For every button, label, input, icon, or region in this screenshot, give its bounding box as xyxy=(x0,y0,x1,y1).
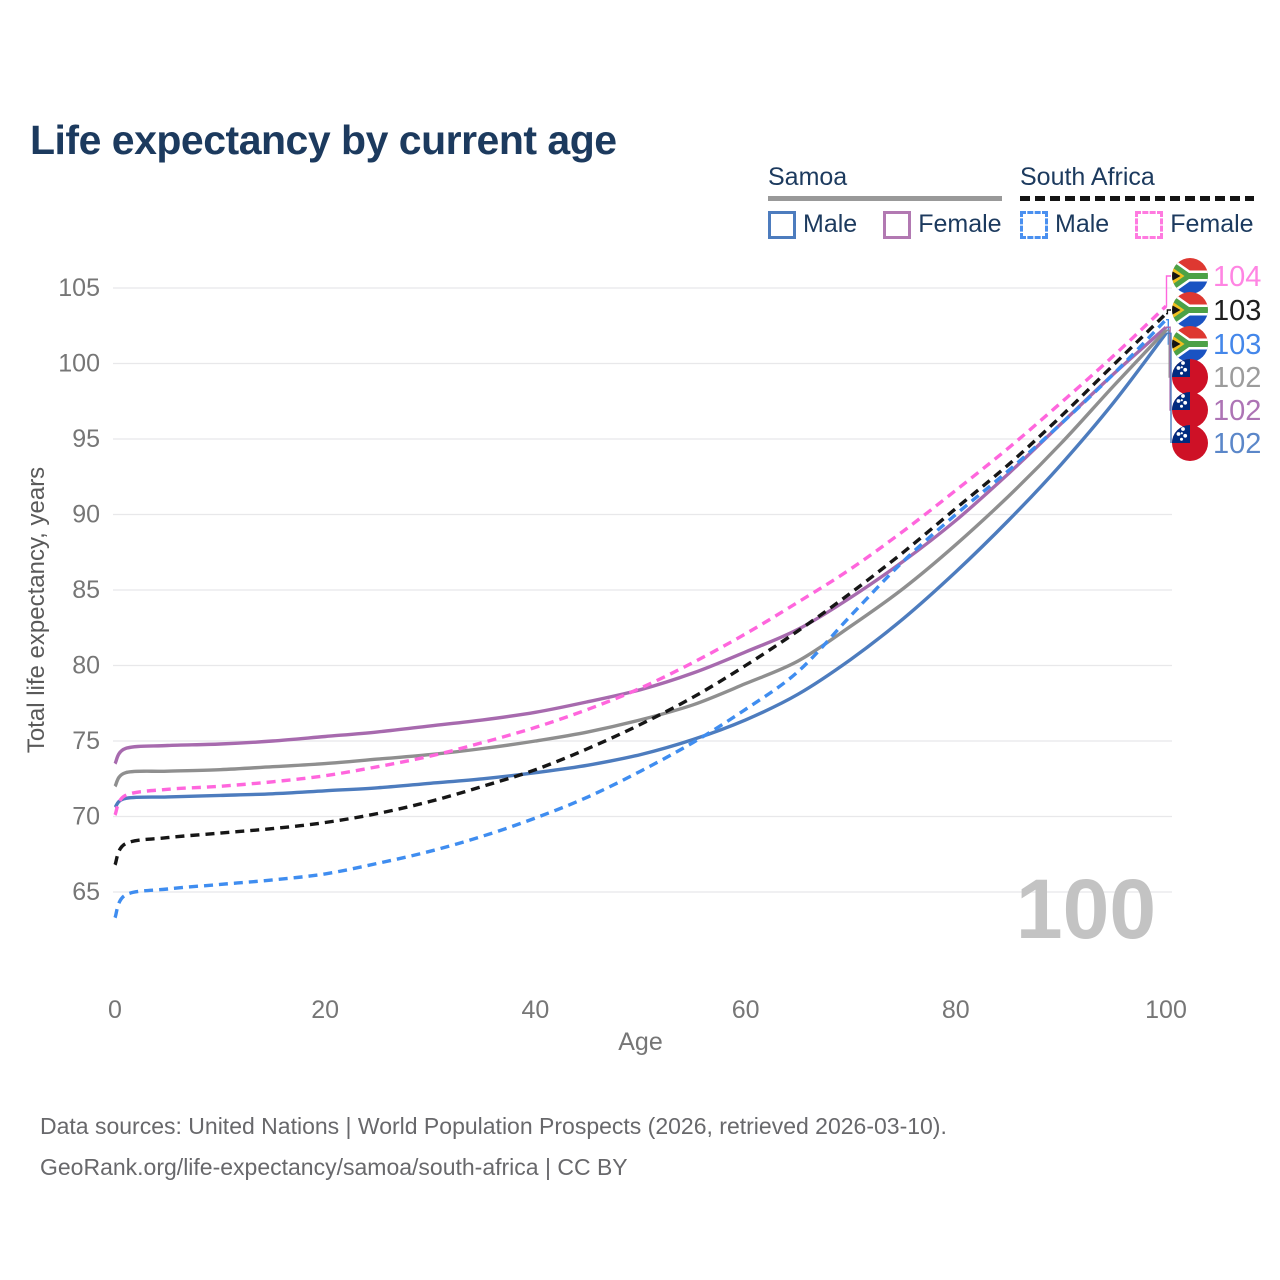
end-connector-sa-female xyxy=(1165,275,1171,307)
data-sources-text: Data sources: United Nations | World Pop… xyxy=(40,1113,947,1139)
legend-country-south-africa: South Africa xyxy=(1020,163,1155,191)
series-line-sa-male[interactable] xyxy=(113,318,1168,919)
y-axis-label: Total life expectancy, years xyxy=(23,467,50,753)
legend-group-samoa: Samoa Male Female xyxy=(768,163,1002,239)
page-title: Life expectancy by current age xyxy=(30,117,617,164)
x-tick-100: 100 xyxy=(1145,996,1187,1024)
series-line-sa-both[interactable] xyxy=(113,312,1168,866)
end-label-sa-both: 103 xyxy=(1213,295,1261,327)
y-tick-80: 80 xyxy=(72,652,100,680)
flag-icon-samoa xyxy=(1172,392,1208,428)
end-label-samoa-both: 102 xyxy=(1213,362,1261,394)
legend-group-south-africa: South Africa Male Female xyxy=(1020,163,1254,239)
watermark-age: 100 xyxy=(1016,862,1156,956)
y-tick-95: 95 xyxy=(72,425,100,453)
y-tick-90: 90 xyxy=(72,501,100,529)
legend-toggle-samoa-male[interactable]: Male xyxy=(768,210,857,239)
checkbox-south-africa-female[interactable] xyxy=(1135,210,1164,239)
legend-label-south-africa-female: Female xyxy=(1170,210,1254,238)
x-axis-label: Age xyxy=(618,1028,662,1056)
flag-icon-samoa xyxy=(1172,359,1208,395)
y-tick-105: 105 xyxy=(58,274,100,302)
end-label-sa-male: 103 xyxy=(1213,329,1261,361)
samoa-line-style-swatch xyxy=(768,196,1002,201)
checkbox-samoa-female[interactable] xyxy=(883,210,912,239)
x-tick-60: 60 xyxy=(732,996,760,1024)
end-label-samoa-female: 102 xyxy=(1213,395,1261,427)
x-tick-40: 40 xyxy=(521,996,549,1024)
y-tick-100: 100 xyxy=(58,350,100,378)
end-connector-sa-both xyxy=(1166,309,1171,315)
legend-country-samoa: Samoa xyxy=(768,163,848,191)
footer: Data sources: United Nations | World Pop… xyxy=(40,1106,947,1188)
checkbox-south-africa-male[interactable] xyxy=(1020,210,1048,239)
x-tick-0: 0 xyxy=(108,996,122,1024)
flag-icon-south-africa xyxy=(1171,292,1209,328)
attribution-text: GeoRank.org/life-expectancy/samoa/south-… xyxy=(40,1154,628,1180)
end-connector-samoa-male xyxy=(1166,332,1172,443)
y-tick-65: 65 xyxy=(72,878,100,906)
checkbox-samoa-male[interactable] xyxy=(768,210,796,239)
flag-icon-south-africa xyxy=(1171,326,1209,362)
legend-toggle-south-africa-male[interactable]: Male xyxy=(1020,210,1109,239)
y-tick-70: 70 xyxy=(72,803,100,831)
legend-label-south-africa-male: Male xyxy=(1055,210,1110,238)
legend-toggle-samoa-female[interactable]: Female xyxy=(883,210,1002,239)
series-line-sa-female[interactable] xyxy=(113,304,1168,816)
flag-icon-samoa xyxy=(1172,425,1208,461)
end-label-samoa-male: 102 xyxy=(1213,428,1261,460)
end-label-sa-female: 104 xyxy=(1213,261,1261,293)
y-tick-75: 75 xyxy=(72,727,100,755)
y-tick-85: 85 xyxy=(72,576,100,604)
flag-icon-south-africa xyxy=(1171,258,1209,294)
legend-label-samoa-male: Male xyxy=(803,210,858,238)
series-line-samoa-male[interactable] xyxy=(113,332,1168,809)
series-line-samoa-both[interactable] xyxy=(113,329,1168,788)
south-africa-line-style-swatch xyxy=(1020,196,1254,201)
legend-toggle-south-africa-female[interactable]: Female xyxy=(1135,210,1254,239)
x-tick-80: 80 xyxy=(942,996,970,1024)
legend-label-samoa-female: Female xyxy=(918,210,1002,238)
x-tick-20: 20 xyxy=(311,996,339,1024)
series-line-samoa-female[interactable] xyxy=(113,326,1168,765)
